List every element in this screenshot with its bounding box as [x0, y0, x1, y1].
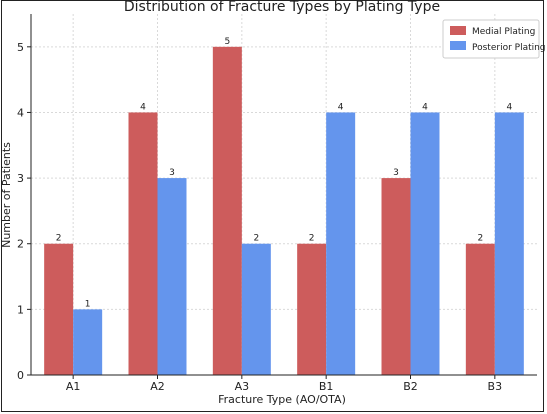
legend-label-medial: Medial Plating [472, 27, 535, 37]
bar-value-label: 4 [140, 102, 146, 112]
bar-posterior [73, 309, 103, 375]
bar-value-label: 2 [477, 234, 483, 244]
legend: Medial Plating Posterior Plating [442, 19, 546, 59]
bar-medial [465, 243, 495, 375]
bar-value-label: 4 [422, 102, 428, 112]
x-tick-label: A3 [235, 380, 250, 393]
x-tick-label: B1 [319, 380, 334, 393]
bar-posterior [494, 112, 524, 376]
bar-value-label: 5 [224, 37, 230, 47]
bar-value-label: 3 [393, 168, 399, 178]
legend-label-posterior: Posterior Plating [472, 43, 546, 53]
axes: 0 1 2 3 4 5 A1 A2 A3 B1 B2 B3 [17, 14, 537, 393]
y-axis-title: Number of Patients [0, 142, 13, 248]
bar-value-label: 4 [506, 102, 512, 112]
bar-value-label: 2 [253, 234, 259, 244]
grid [31, 14, 537, 376]
legend-swatch-posterior [450, 41, 466, 50]
x-tick-label: B3 [488, 380, 503, 393]
bar-medial [44, 243, 74, 375]
y-tick-label: 2 [17, 238, 24, 251]
bar-posterior [326, 112, 356, 376]
bar-posterior [410, 112, 440, 376]
bar-value-label: 2 [56, 234, 62, 244]
x-axis-title: Fracture Type (AO/OTA) [218, 393, 346, 406]
x-tick-label: B2 [403, 380, 418, 393]
bar-posterior [157, 178, 187, 375]
x-tick-label: A2 [150, 380, 165, 393]
data-labels: 2 1 4 3 5 2 2 4 3 4 2 4 [56, 37, 513, 310]
bar-medial [212, 46, 242, 376]
bars [44, 46, 524, 376]
bar-value-label: 2 [309, 234, 315, 244]
bar-value-label: 4 [338, 102, 344, 112]
y-tick-label: 3 [17, 172, 24, 185]
y-tick-label: 4 [17, 106, 24, 119]
bar-value-label: 3 [169, 168, 175, 178]
bar-medial [297, 243, 327, 375]
chart-title: Distribution of Fracture Types by Platin… [124, 0, 440, 15]
y-tick-label: 1 [17, 303, 24, 316]
bar-value-label: 1 [85, 299, 91, 309]
legend-box [442, 19, 540, 59]
bar-medial [128, 112, 158, 376]
bar-medial [381, 178, 411, 375]
y-tick-label: 0 [17, 369, 24, 382]
x-tick-label: A1 [66, 380, 81, 393]
y-tick-label: 5 [17, 41, 24, 54]
bar-posterior [241, 243, 271, 375]
legend-swatch-medial [450, 26, 466, 35]
